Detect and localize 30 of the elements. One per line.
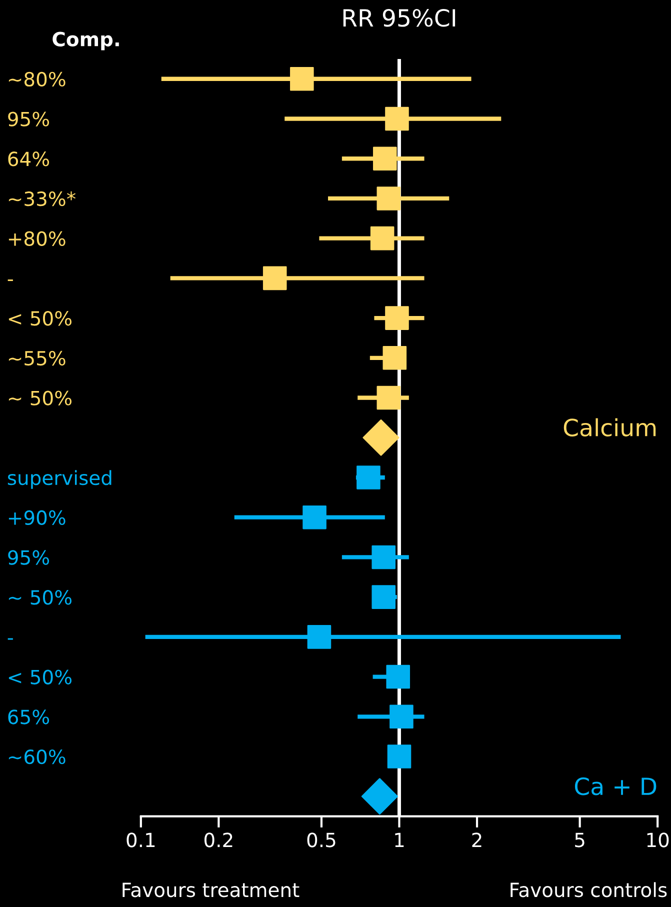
x-tick-label: 1 — [395, 832, 404, 848]
chart-title: RR 95%CI — [343, 8, 456, 27]
x-tick-label: 0.2 — [204, 832, 232, 848]
x-tick-label: 5 — [575, 832, 584, 848]
y-tick-label: < 50% — [8, 311, 72, 326]
x-tick-label: 0.1 — [126, 832, 155, 848]
y-tick-label: ~60% — [8, 749, 66, 764]
text: Favours controls — [510, 882, 667, 898]
y-tick-label: 65% — [8, 710, 50, 724]
x-tick-label: 0.5 — [307, 832, 336, 848]
y-tick-label: ~55% — [8, 350, 66, 366]
y-tick-label: ~ 50% — [8, 590, 72, 605]
y-tick-label: supervised — [8, 470, 112, 489]
y-tick-label: - — [8, 638, 13, 640]
y-tick-label: ~80% — [8, 72, 66, 87]
text: Calcium — [564, 418, 656, 437]
y-tick-label: 95% — [8, 550, 50, 565]
text: Ca + D — [574, 777, 656, 796]
x-tick-label: 2 — [472, 832, 482, 848]
y-tick-label: ~33%* — [8, 191, 76, 206]
y-tick-label: - — [8, 279, 13, 282]
y-tick-label: 95% — [8, 112, 50, 126]
text: Comp. — [52, 32, 119, 50]
y-tick-label: ~ 50% — [8, 390, 72, 406]
y-tick-label: +90% — [8, 510, 66, 526]
y-tick-label: 64% — [8, 152, 50, 166]
x-tick-label: 10 — [647, 832, 669, 848]
text: Favours treatment — [122, 882, 300, 898]
y-tick-label: +80% — [8, 231, 66, 246]
y-tick-label: < 50% — [8, 670, 72, 684]
